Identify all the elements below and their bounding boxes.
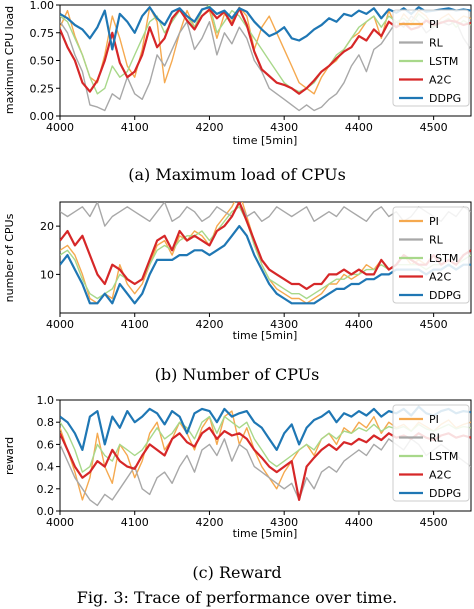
y-tick-label: 0.2 [37,483,55,496]
y-tick-label: 10 [40,268,54,281]
y-tick-label: 0.00 [30,110,55,123]
panel-number-of-cpus: 10 20 4000 4100 4200 4300 4400 4500 number of … [3,201,472,384]
y-ticks: 0.0 0.2 0.4 0.6 0.8 1.0 [37,394,60,518]
figure-caption: Fig. 3: Trace of performance over time. [77,588,398,607]
x-axis-label: time [5min] [233,134,298,147]
x-tick-label: 4500 [420,121,448,134]
x-ticks: 4000 4100 4200 4300 4400 4500 [46,511,448,529]
x-tick-label: 4300 [270,121,298,134]
subfigure-caption: (c) Reward [192,563,281,582]
legend-label-lstm: LSTM [429,450,458,463]
y-tick-label: 0.50 [30,55,55,68]
y-tick-label: 1.00 [30,0,55,12]
x-axis-label: time [5min] [233,329,298,342]
x-tick-label: 4200 [195,318,223,331]
legend-label-rl: RL [429,37,444,50]
x-ticks: 4000 4100 4200 4300 4400 4500 [46,116,448,134]
x-tick-label: 4200 [195,516,223,529]
legend-label-ddpg: DDPG [429,289,461,302]
y-tick-label: 1.0 [37,394,55,407]
legend-label-pi: PI [429,215,439,228]
y-tick-label: 0.75 [30,27,55,40]
y-tick-label: 0.8 [37,416,55,429]
x-tick-label: 4100 [121,516,149,529]
x-axis-label: time [5min] [233,527,298,540]
legend-box [392,9,470,107]
y-tick-label: 0.4 [37,461,55,474]
y-axis-label: maximum CPU load [3,6,16,114]
legend-label-pi: PI [429,18,439,31]
y-ticks: 10 20 [40,220,60,281]
plot-frame [59,399,472,512]
x-tick-label: 4300 [270,318,298,331]
x-tick-label: 4100 [121,121,149,134]
legend-label-pi: PI [429,413,439,426]
x-tick-label: 4100 [121,318,149,331]
y-axis-label: reward [3,437,16,475]
y-tick-label: 0.25 [30,82,55,95]
panel-reward: 0.00.20.40.60.81.0 4000 4100 4200 4300 4400 4… [3,394,472,582]
x-tick-label: 4400 [345,318,373,331]
x-tick-label: 4000 [46,121,74,134]
legend-box [392,404,470,502]
legend-label-lstm: LSTM [429,55,458,68]
y-tick-label: 0.6 [37,438,55,451]
y-tick-label: 20 [40,220,54,233]
legend-label-ddpg: DDPG [429,487,461,500]
x-tick-label: 4300 [270,516,298,529]
legend-label-a2c: A2C [429,271,452,284]
x-tick-label: 4000 [46,516,74,529]
subfigure-caption: (b) Number of CPUs [155,365,320,384]
x-tick-label: 4200 [195,121,223,134]
legend-label-a2c: A2C [429,74,452,87]
series-line-ddpg [60,6,471,51]
legend-label-rl: RL [429,234,444,247]
x-tick-label: 4400 [345,516,373,529]
x-tick-label: 4500 [420,318,448,331]
y-tick-label: 0.0 [37,505,55,518]
x-ticks: 4000 4100 4200 4300 4400 4500 [46,313,448,331]
legend-label-rl: RL [429,432,444,445]
y-ticks: 0.00 0.25 0.50 0.75 1.00 [30,0,60,123]
panel-max-cpu-load: 0.00 0.25 0.50 0.75 1.00 4000 4100 4200 4300 440… [3,0,472,184]
legend-label-lstm: LSTM [429,252,458,265]
legend-label-ddpg: DDPG [429,92,461,105]
x-tick-label: 4500 [420,516,448,529]
legend: PI RL LSTM A2C DDPG [392,9,470,107]
x-tick-label: 4400 [345,121,373,134]
legend-box [392,206,470,304]
legend-label-a2c: A2C [429,469,452,482]
legend: PI RL LSTM A2C DDPG [392,404,470,502]
x-tick-label: 4000 [46,318,74,331]
legend: PI RL LSTM A2C DDPG [392,206,470,304]
plot-frame [59,201,472,314]
subfigure-caption: (a) Maximum load of CPUs [128,165,346,184]
y-axis-label: number of CPUs [3,213,16,302]
